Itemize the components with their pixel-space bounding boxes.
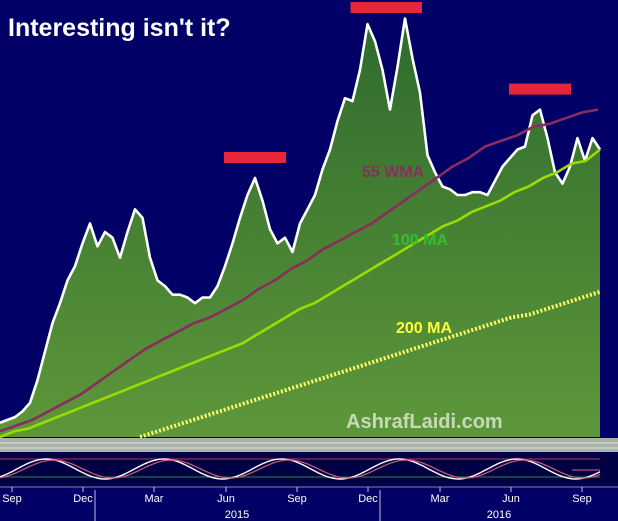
- x-tick-label: Mar: [145, 493, 164, 505]
- watermark: AshrafLaidi.com: [346, 411, 503, 433]
- wma55-line: [0, 108, 599, 433]
- series-label-ma200: 200 MA: [396, 320, 452, 337]
- chart-title: Interesting isn't it?: [8, 14, 231, 42]
- oscillator-line-fast: [0, 458, 601, 480]
- series-label-wma55: 55 WMA: [362, 164, 425, 181]
- peak-marker: [509, 83, 571, 95]
- series-label-ma100: 100 MA: [392, 232, 448, 249]
- x-tick-label: Jun: [502, 493, 520, 505]
- x-axis-area: [0, 486, 618, 521]
- year-label: 2016: [487, 509, 511, 521]
- peak-marker: [224, 152, 286, 163]
- x-tick-label: Dec: [358, 493, 378, 505]
- oscillator-panel: [0, 452, 618, 486]
- ma100-line: [0, 148, 601, 439]
- x-tick-label: Sep: [2, 493, 22, 505]
- moving-average-layer: [0, 108, 601, 439]
- x-tick-label: Mar: [431, 493, 450, 505]
- peak-marker-layer: [224, 2, 571, 163]
- x-tick-label: Sep: [572, 493, 592, 505]
- peak-marker: [350, 2, 422, 13]
- price-line: [0, 17, 602, 425]
- x-tick-label: Jun: [217, 493, 235, 505]
- year-label: 2015: [225, 509, 249, 521]
- separator-band: [0, 438, 618, 452]
- ma200-line: [139, 289, 601, 439]
- x-axis-ticks: Sep Dec Mar Jun Sep Dec Mar Jun Sep 2015 2016: [2, 487, 592, 521]
- x-tick-label: Sep: [287, 493, 307, 505]
- oscillator-line-slow: [0, 459, 601, 479]
- price-area-layer: [0, 17, 602, 437]
- x-tick-label: Dec: [73, 493, 93, 505]
